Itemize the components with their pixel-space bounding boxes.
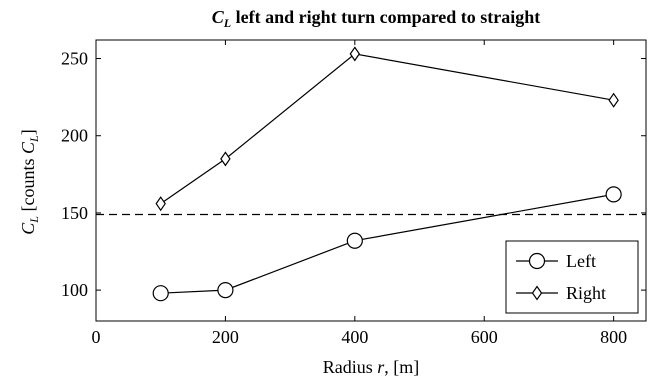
data-point-right [220, 151, 231, 167]
y-tick-label: 200 [61, 126, 88, 146]
x-axis-label-variable: r [377, 357, 385, 377]
legend-box [505, 240, 639, 314]
series-right [155, 46, 619, 212]
y-tick-label: 100 [61, 280, 88, 300]
legend-label-left: Left [566, 251, 596, 271]
y-axis-label-text: [counts [18, 154, 38, 216]
y-tick-label: 250 [61, 49, 88, 69]
series-left [152, 186, 622, 302]
data-point-left [217, 282, 234, 299]
x-axis-label-prefix: Radius [323, 357, 378, 377]
y-axis-label: CL [counts CL] [18, 129, 41, 234]
legend-marker-left [528, 252, 546, 270]
data-point-right [155, 196, 166, 212]
chart-title: CL left and right turn compared to strai… [212, 7, 541, 30]
x-tick-label: 200 [212, 327, 239, 347]
title-subscript: L [223, 16, 231, 30]
x-tick-label: 600 [471, 327, 498, 347]
y-axis-label-subscript-2: L [27, 135, 41, 143]
title-text: left and right turn compared to straight [231, 7, 540, 27]
x-axis-label-suffix: , [m] [384, 357, 419, 377]
y-axis-label-subscript: L [27, 216, 41, 224]
legend: Left Right [505, 240, 639, 314]
data-point-left [152, 285, 169, 302]
y-tick-label: 150 [61, 203, 88, 223]
series-group [152, 46, 622, 302]
x-axis-label: Radius r, [m] [323, 357, 420, 377]
x-tick-label: 800 [600, 327, 627, 347]
data-point-right [608, 92, 619, 108]
y-axis-label-symbol: C [18, 222, 38, 235]
data-point-left [605, 186, 622, 203]
x-tick-label: 400 [341, 327, 368, 347]
y-axis-label-close: ] [18, 129, 38, 135]
legend-marker-right [531, 285, 543, 301]
y-axis-label-symbol-2: C [18, 141, 38, 154]
title-symbol: C [212, 7, 225, 27]
series-line-right [160, 53, 614, 205]
data-point-left [346, 232, 363, 249]
data-point-right [349, 46, 361, 62]
series-line-left [160, 193, 614, 294]
plot-area [95, 39, 647, 322]
plot-frame [95, 39, 647, 322]
legend-entry-left: Left [516, 251, 596, 271]
x-tick-label: 0 [92, 327, 101, 347]
legend-label-right: Right [566, 283, 606, 303]
axis-ticks: 0 200 400 600 800 100 150 200 250 [61, 40, 646, 347]
legend-entry-right: Right [516, 283, 606, 303]
